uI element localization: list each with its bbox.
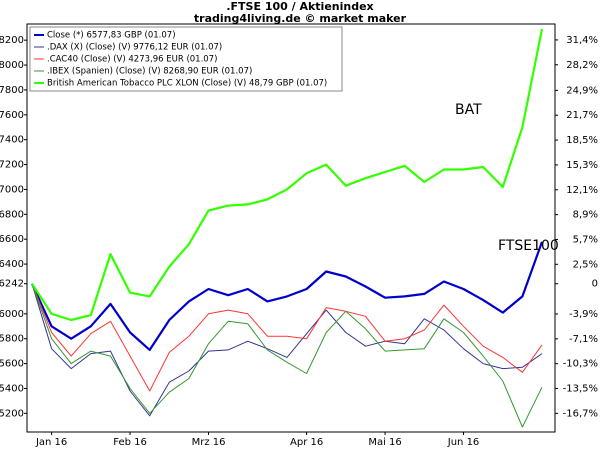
y-tick-label: 6242 [0, 279, 24, 290]
x-tick-label: Feb 16 [113, 437, 147, 448]
y-tick-label: 6600 [0, 234, 24, 245]
y-tick-label: 6800 [0, 209, 24, 220]
y2-tick-label: 21,7% [566, 110, 598, 121]
y2-tick-label: 31,4% [566, 35, 598, 46]
legend-box [29, 26, 343, 92]
y2-tick-label: -16,7% [563, 408, 598, 419]
y-tick-label: 7600 [0, 110, 24, 121]
series-line [31, 283, 543, 417]
plot-frame [26, 23, 556, 433]
y-tick-label: 7000 [0, 184, 24, 195]
series-line [31, 283, 543, 428]
y2-tick-label: 15,3% [566, 160, 598, 171]
series-line [31, 283, 543, 392]
y2-tick-label: 12,1% [566, 185, 598, 196]
y-tick-label: 7200 [0, 160, 24, 171]
y2-tick-label: 8,9% [573, 210, 598, 221]
x-tick-label: Mrz 16 [192, 437, 226, 448]
y-tick-label: 8200 [0, 35, 24, 46]
y-tick-label: 5200 [0, 408, 24, 419]
y-tick-label: 5800 [0, 334, 24, 345]
chart-title: .FTSE 100 / Aktienindex [226, 0, 373, 13]
annotation: BAT [455, 102, 482, 118]
x-tick-label: Jun 16 [447, 437, 480, 448]
x-tick-label: Mai 16 [368, 437, 401, 448]
y-tick-label: 8000 [0, 60, 24, 71]
y-tick-label: 7800 [0, 85, 24, 96]
annotation: FTSE100 [498, 238, 559, 254]
y-tick-label: 6400 [0, 259, 24, 270]
y2-tick-label: 0 [592, 279, 598, 290]
y2-tick-label: 18,5% [566, 135, 598, 146]
y2-tick-label: -3,9% [569, 309, 598, 320]
y2-tick-label: 24,9% [566, 85, 598, 96]
chart-subtitle: trading4living.de © market maker [194, 12, 407, 25]
y-tick-label: 5400 [0, 383, 24, 394]
legend-label: Close (*) 6577,83 GBP (01.07) [47, 31, 176, 41]
x-tick-label: Apr 16 [290, 437, 323, 448]
y2-tick-label: 2,5% [573, 259, 598, 270]
series-line [31, 241, 544, 351]
y2-tick-label: -10,3% [563, 359, 598, 370]
y-tick-label: 5600 [0, 359, 24, 370]
series-line [31, 28, 544, 322]
x-tick-label: Jan 16 [35, 437, 67, 448]
legend-label: British American Tobacco PLC XLON (Close… [47, 79, 327, 89]
y-tick-label: 6000 [0, 309, 24, 320]
legend: Close (*) 6577,83 GBP (01.07) .DAX (X) (C… [29, 26, 343, 92]
y-tick-label: 7400 [0, 135, 24, 146]
legend-label: .CAC40 (Close) (V) 4273,96 EUR (01.07) [47, 55, 217, 65]
legend-label: .DAX (X) (Close) (V) 9776,12 EUR (01.07) [47, 43, 222, 53]
y2-tick-label: -13,5% [563, 384, 598, 395]
y2-tick-label: 28,2% [566, 60, 598, 71]
legend-label: .IBEX (Spanien) (Close) (V) 8268,90 EUR … [47, 67, 252, 77]
y2-tick-label: -7,1% [569, 334, 598, 345]
y2-tick-label: 5,7% [573, 234, 598, 245]
